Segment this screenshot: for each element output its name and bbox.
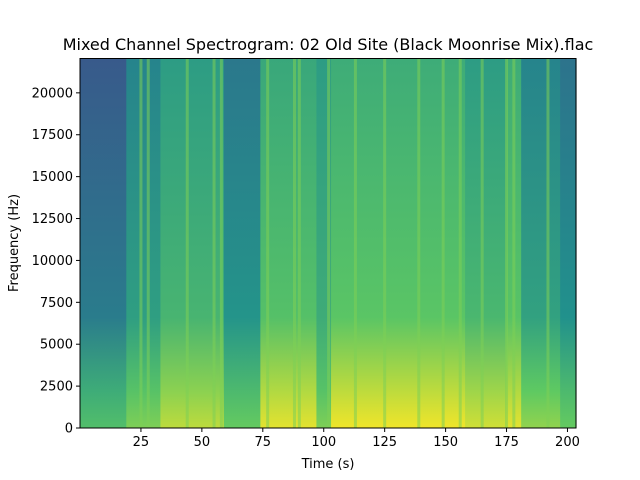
- x-tick-label: 175: [494, 435, 519, 450]
- spectrogram-onset-line: [441, 58, 445, 428]
- spectrogram-onset-line: [546, 58, 550, 428]
- y-tick-label: 12500: [32, 212, 73, 227]
- spectrogram-onset-line: [458, 58, 462, 428]
- x-tick-label: 50: [194, 435, 211, 450]
- x-tick-label: 75: [255, 435, 272, 450]
- spectrogram-segment: [260, 58, 318, 428]
- spectrogram-onset-line: [327, 58, 331, 428]
- y-tick-label: 20000: [32, 86, 73, 101]
- y-tick-label: 2500: [40, 380, 73, 395]
- spectrogram-onset-line: [219, 58, 223, 428]
- spectrogram-onset-line: [146, 58, 150, 428]
- spectrogram-onset-line: [297, 58, 301, 428]
- x-axis-ticks: 25 50 75 100 125 150 175 200: [133, 428, 580, 450]
- axes-frame: [79, 58, 577, 429]
- spectrogram-onset-line: [185, 58, 189, 428]
- spectrogram-segment: [560, 58, 577, 428]
- plot-area: [80, 58, 577, 428]
- y-tick-label: 5000: [40, 338, 73, 353]
- spectrogram-onset-line: [212, 58, 216, 428]
- spectrogram-segment: [465, 58, 508, 428]
- x-tick-label: 125: [372, 435, 397, 450]
- spectrogram-onset-line: [139, 58, 143, 428]
- chart-title: Mixed Channel Spectrogram: 02 Old Site (…: [63, 35, 594, 54]
- spectrogram-onset-line: [353, 58, 357, 428]
- spectrogram-onset-line: [383, 58, 387, 428]
- spectrogram-onset-line: [417, 58, 421, 428]
- spectrogram-segment: [223, 58, 261, 428]
- spectrogram-segment: [521, 58, 561, 428]
- y-tick-label: 15000: [32, 170, 73, 185]
- y-tick-label: 7500: [40, 296, 73, 311]
- x-tick-label: 150: [433, 435, 458, 450]
- spectrogram-onset-line: [512, 58, 516, 428]
- spectrogram-onset-line: [480, 58, 484, 428]
- spectrogram-segment: [331, 58, 466, 428]
- spectrogram-segment: [80, 58, 127, 428]
- x-tick-label: 100: [311, 435, 336, 450]
- x-tick-label: 200: [555, 435, 580, 450]
- x-axis-label: Time (s): [301, 457, 355, 472]
- y-axis-label: Frequency (Hz): [7, 194, 22, 292]
- spectrogram-onset-line: [292, 58, 296, 428]
- x-tick-label: 25: [133, 435, 150, 450]
- y-tick-label: 10000: [32, 254, 73, 269]
- spectrogram-onset-line: [505, 58, 509, 428]
- y-axis-ticks: 0 2500 5000 7500 10000 12500 15000 17500 20000: [32, 86, 80, 437]
- y-tick-label: 17500: [32, 128, 73, 143]
- y-tick-label: 0: [65, 422, 73, 437]
- spectrogram-onset-line: [266, 58, 270, 428]
- spectrogram-segment: [126, 58, 162, 428]
